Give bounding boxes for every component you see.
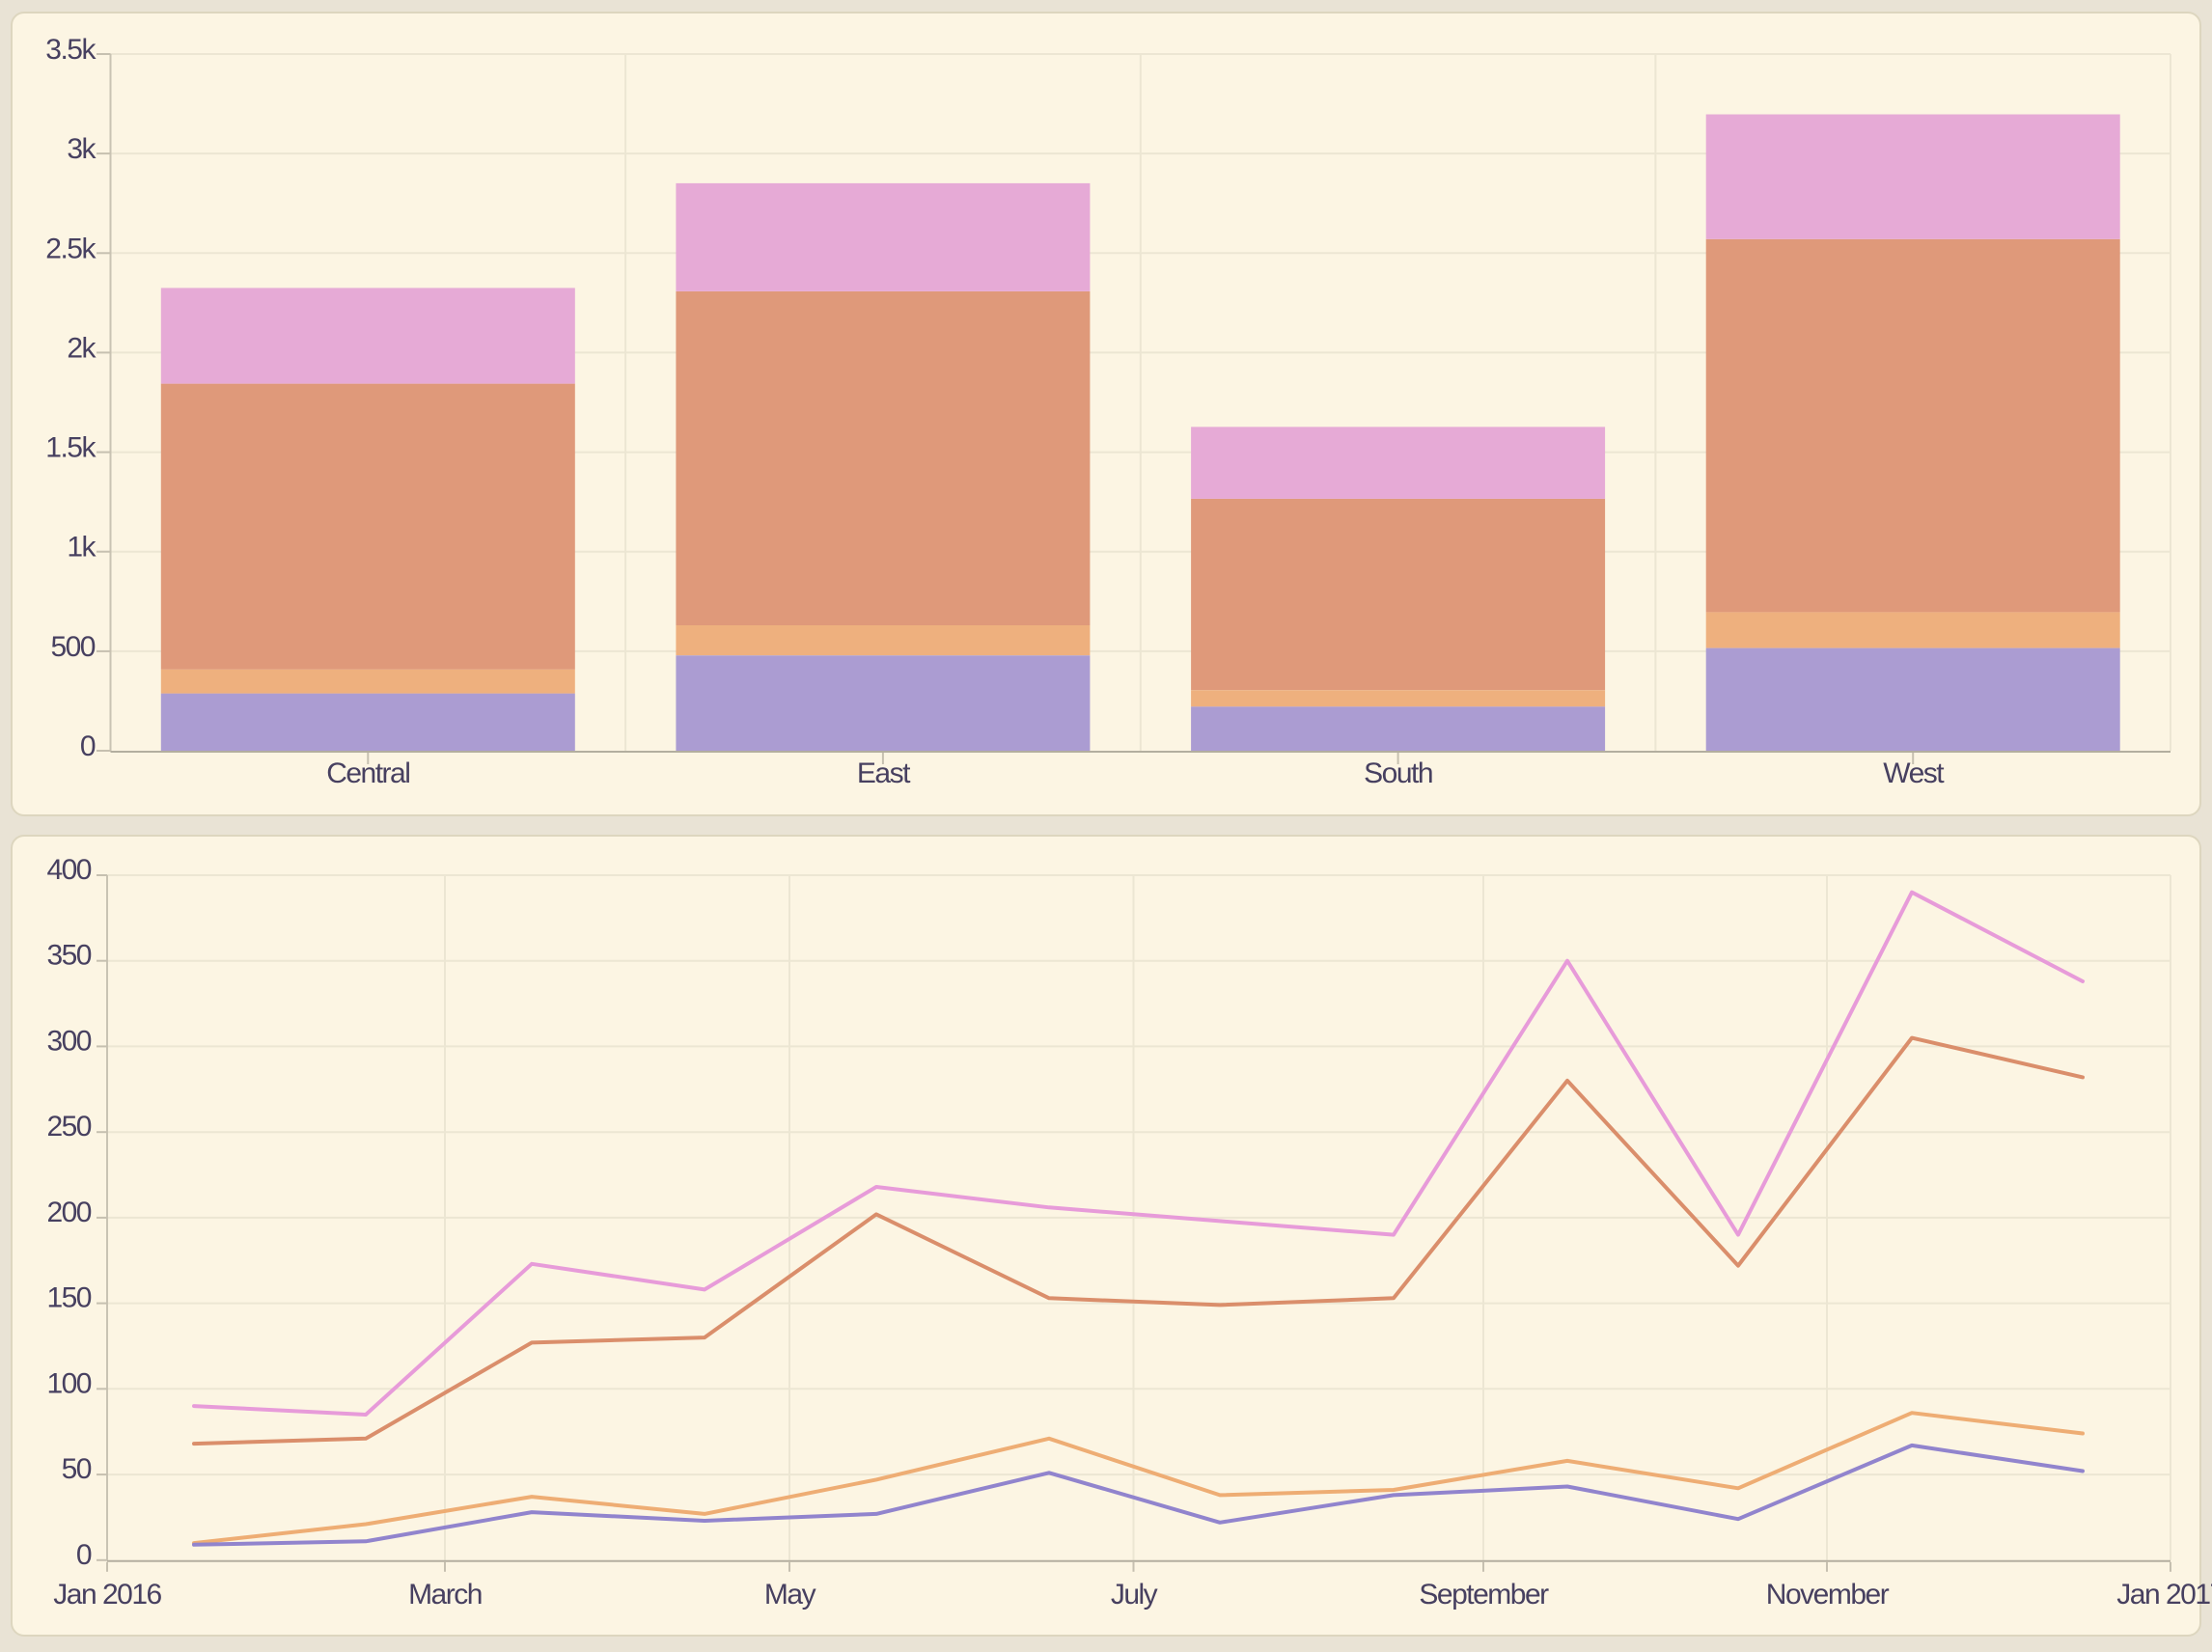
svg-text:Central: Central bbox=[326, 757, 409, 789]
svg-text:July: July bbox=[1111, 1579, 1158, 1611]
svg-text:250: 250 bbox=[46, 1111, 91, 1143]
svg-text:0: 0 bbox=[80, 730, 96, 762]
svg-text:300: 300 bbox=[46, 1025, 91, 1057]
svg-text:Jan 2017: Jan 2017 bbox=[2116, 1579, 2212, 1611]
svg-text:400: 400 bbox=[46, 854, 91, 886]
svg-text:November: November bbox=[1766, 1579, 1890, 1611]
svg-text:East: East bbox=[857, 757, 911, 789]
svg-text:200: 200 bbox=[46, 1197, 91, 1228]
svg-text:1.5k: 1.5k bbox=[45, 432, 97, 464]
svg-text:150: 150 bbox=[46, 1282, 91, 1314]
svg-text:Jan 2016: Jan 2016 bbox=[53, 1579, 161, 1611]
svg-text:September: September bbox=[1419, 1579, 1549, 1611]
svg-text:May: May bbox=[764, 1579, 816, 1611]
svg-text:South: South bbox=[1364, 757, 1432, 789]
svg-text:3k: 3k bbox=[67, 133, 97, 165]
svg-text:500: 500 bbox=[50, 631, 95, 663]
svg-text:1k: 1k bbox=[67, 532, 97, 564]
svg-text:3.5k: 3.5k bbox=[45, 34, 97, 66]
svg-text:350: 350 bbox=[46, 940, 91, 972]
svg-text:0: 0 bbox=[76, 1539, 92, 1571]
svg-text:2.5k: 2.5k bbox=[45, 233, 97, 264]
svg-text:50: 50 bbox=[62, 1453, 92, 1485]
svg-text:West: West bbox=[1883, 757, 1945, 789]
svg-text:2k: 2k bbox=[67, 332, 97, 364]
svg-text:March: March bbox=[408, 1579, 482, 1611]
svg-text:100: 100 bbox=[46, 1367, 91, 1399]
